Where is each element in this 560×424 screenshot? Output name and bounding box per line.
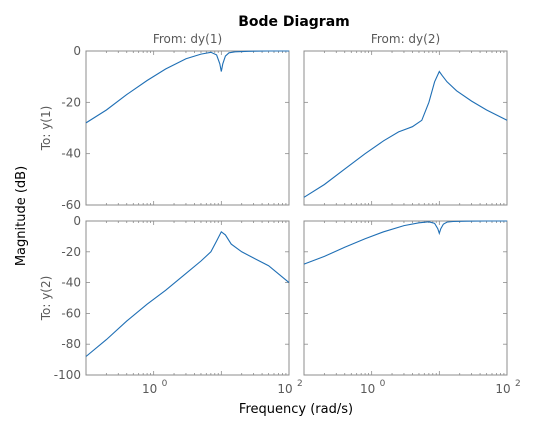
magnitude-line — [303, 70, 508, 198]
panel-frame — [85, 220, 290, 376]
x-tick-exponent: 0 — [380, 379, 386, 389]
y-tick-label: -60 — [61, 306, 81, 320]
y-tick-label: -60 — [61, 198, 81, 212]
panel-frame — [303, 220, 508, 376]
y-tick-label: -20 — [61, 95, 81, 109]
row-label: To: y(1) — [39, 106, 53, 152]
x-tick-label: 10 — [360, 382, 375, 396]
column-label: From: dy(1) — [153, 32, 222, 46]
panel-r1-c0: 0 -20 -40 -60 -80 -100 10 0 10 2 To: y(2) — [39, 214, 303, 396]
y-tick-label: 0 — [73, 214, 81, 228]
x-tick-exponent: 2 — [297, 379, 303, 389]
panel-r0-c0: 0 -20 -40 -60 From: dy(1) To: y(1) — [39, 32, 290, 212]
row-label: To: y(2) — [39, 276, 53, 322]
x-tick-exponent: 0 — [162, 379, 168, 389]
x-axis-label: Frequency (rad/s) — [239, 402, 353, 417]
column-label: From: dy(2) — [371, 32, 440, 46]
y-tick-label: -100 — [54, 368, 81, 382]
y-tick-label: -20 — [61, 245, 81, 259]
x-tick-label: 10 — [142, 382, 157, 396]
y-tick-label: -40 — [61, 147, 81, 161]
y-tick-label: 0 — [73, 44, 81, 58]
magnitude-line — [85, 230, 290, 357]
chart-title: Bode Diagram — [238, 14, 350, 30]
y-tick-label: -80 — [61, 337, 81, 351]
y-tick-label: -40 — [61, 276, 81, 290]
panels-group: 0 -20 -40 -60 From: dy(1) To: y(1) From: dy(2)… — [39, 32, 521, 396]
magnitude-line — [303, 220, 507, 265]
magnitude-line — [85, 50, 289, 124]
panel-frame — [303, 50, 508, 206]
y-axis-label: Magnitude (dB) — [14, 166, 29, 266]
panel-r0-c1: From: dy(2) — [303, 32, 508, 206]
x-tick-label: 10 — [495, 382, 510, 396]
x-tick-exponent: 2 — [515, 379, 521, 389]
panel-r1-c1: 10 0 10 2 — [303, 220, 521, 396]
x-tick-label: 10 — [277, 382, 292, 396]
panel-frame — [85, 50, 290, 206]
